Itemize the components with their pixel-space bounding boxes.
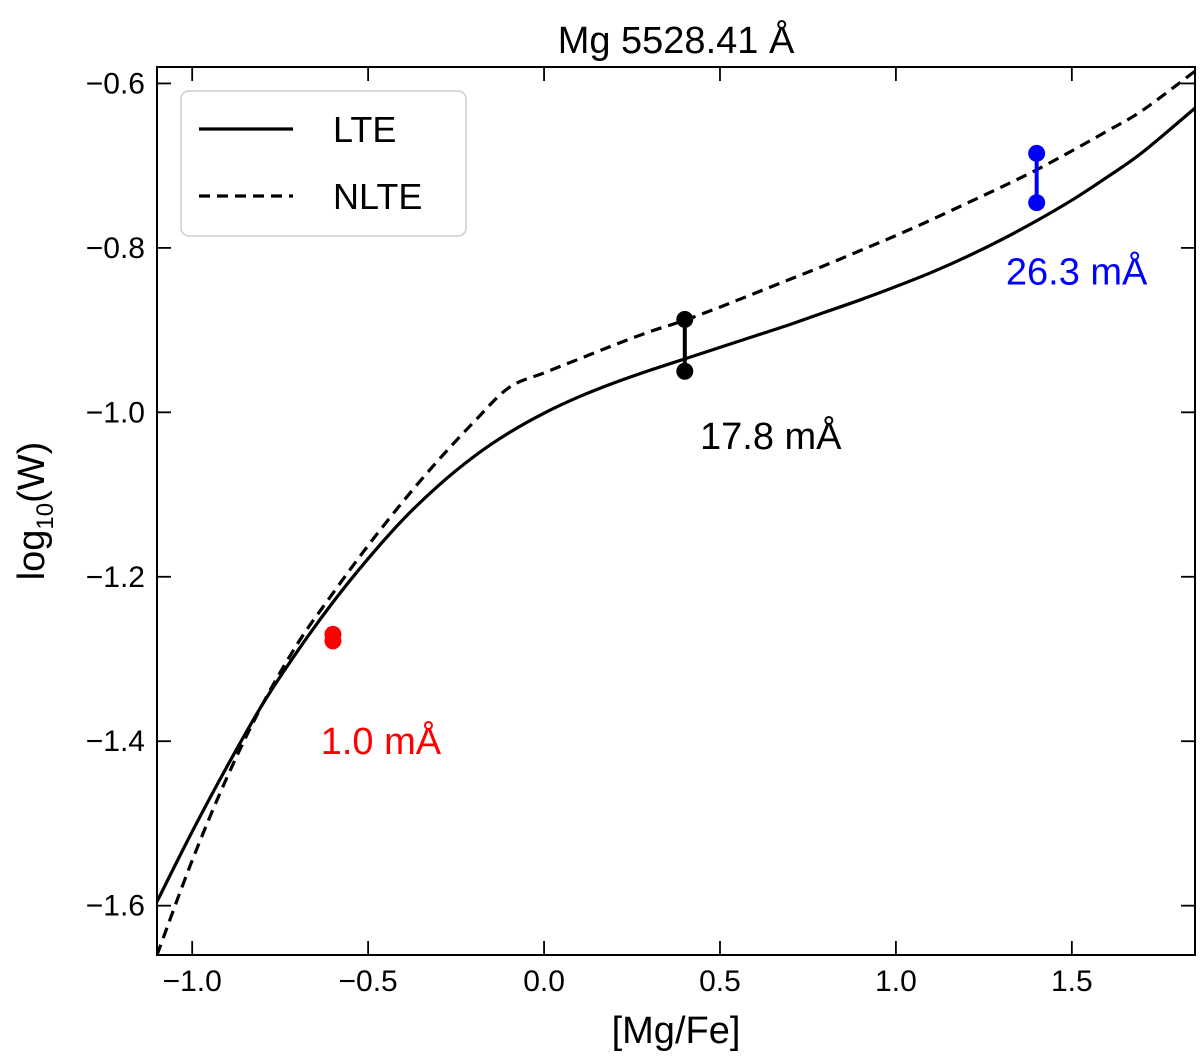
marker-label: 17.8 mÅ xyxy=(700,414,842,458)
nlte-curve xyxy=(157,69,1195,955)
marker-lte-point xyxy=(1028,194,1046,212)
chart-title: Mg 5528.41 Å xyxy=(558,18,795,62)
legend-nlte-label: NLTE xyxy=(333,176,422,217)
x-axis-label: [Mg/Fe] xyxy=(612,1010,741,1052)
y-tick-label: −1.2 xyxy=(86,561,145,594)
x-tick-label: 1.0 xyxy=(875,965,917,998)
marker-lte-point xyxy=(676,362,694,380)
y-tick-label: −1.0 xyxy=(86,396,145,429)
tick-labels: −1.0 −0.5 0.0 0.5 1.0 1.5 −1.6 −1.4 −1.2 −1.0 −0.8… xyxy=(86,67,1093,998)
marker-nlte-point xyxy=(676,310,694,328)
x-tick-label: 0.0 xyxy=(523,965,565,998)
marker-lte-point xyxy=(324,632,342,650)
y-tick-label: −1.6 xyxy=(86,890,145,923)
x-tick-label: −1.0 xyxy=(163,965,222,998)
marker-label: 26.3 mÅ xyxy=(1006,250,1148,294)
y-tick-label: −1.4 xyxy=(86,725,145,758)
y-tick-label: −0.8 xyxy=(86,232,145,265)
y-axis-label: log10(W) xyxy=(11,442,59,581)
y-tick-label: −0.6 xyxy=(86,67,145,100)
axis-ticks xyxy=(157,67,1195,955)
x-tick-label: 1.5 xyxy=(1051,965,1093,998)
annotations: 1.0 mÅ 17.8 mÅ 26.3 mÅ xyxy=(321,250,1148,763)
legend-lte-label: LTE xyxy=(333,109,396,150)
x-tick-label: −0.5 xyxy=(339,965,398,998)
markers xyxy=(324,144,1046,650)
legend-box xyxy=(180,90,467,237)
plot-frame xyxy=(156,66,1196,956)
x-tick-label: 0.5 xyxy=(699,965,741,998)
marker-nlte-point xyxy=(1028,144,1046,162)
legend: LTE NLTE xyxy=(180,90,467,237)
marker-label: 1.0 mÅ xyxy=(321,719,442,763)
lte-curve xyxy=(157,106,1195,903)
plot-area xyxy=(157,69,1195,955)
